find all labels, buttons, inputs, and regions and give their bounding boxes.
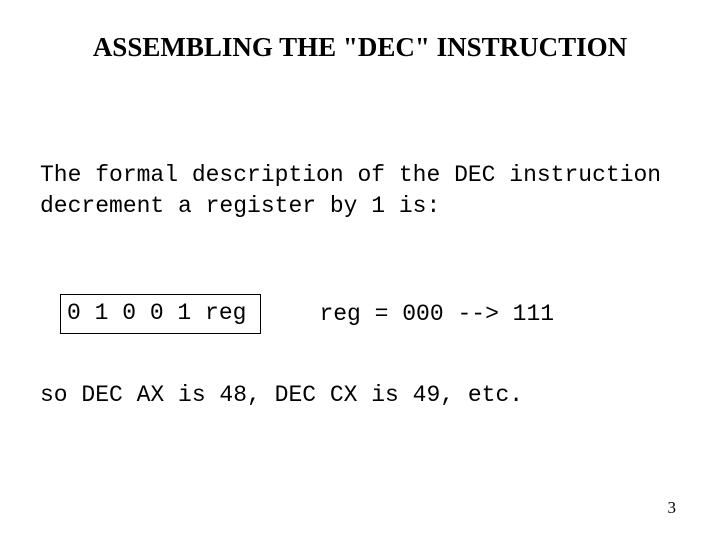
reg-range: reg = 000 --> 111 [319,301,554,327]
description-line-2: decrement a register by 1 is: [40,191,661,222]
description-line-1: The formal description of the DEC instru… [40,160,661,191]
page-title: ASSEMBLING THE "DEC" INSTRUCTION [0,32,720,63]
opcode-box: 0 1 0 0 1 reg [60,294,261,334]
description-block: The formal description of the DEC instru… [40,160,661,222]
opcode-row: 0 1 0 0 1 reg reg = 000 --> 111 [60,294,554,334]
example-text: so DEC AX is 48, DEC CX is 49, etc. [40,382,523,408]
page-number: 3 [668,498,677,518]
